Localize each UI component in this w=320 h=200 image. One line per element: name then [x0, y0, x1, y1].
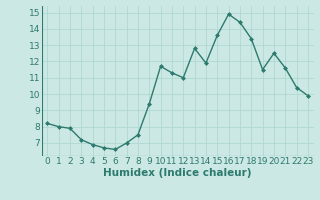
X-axis label: Humidex (Indice chaleur): Humidex (Indice chaleur)	[103, 168, 252, 178]
